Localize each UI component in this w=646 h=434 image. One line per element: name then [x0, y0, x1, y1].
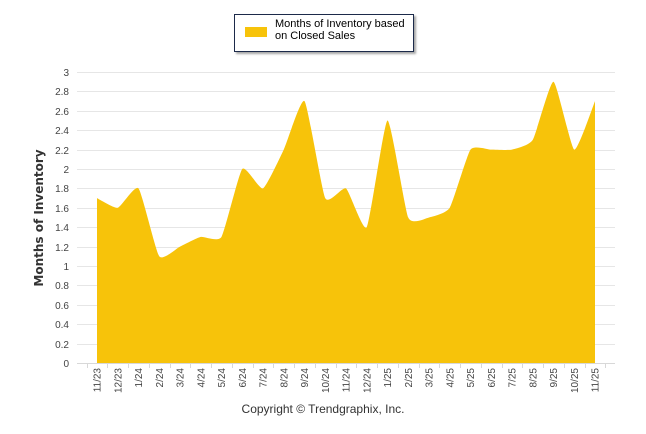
x-tick-label: 8/25 — [528, 368, 539, 388]
data-point[interactable] — [176, 243, 184, 251]
x-tick-label: 8/24 — [279, 368, 290, 388]
data-point[interactable] — [342, 184, 350, 192]
y-tick-label: 0.4 — [55, 320, 69, 331]
x-tick-label: 10/24 — [321, 368, 332, 393]
x-tick-label: 2/24 — [155, 368, 166, 388]
x-tick-label: 9/24 — [300, 368, 311, 388]
x-tick-label: 3/24 — [176, 368, 187, 388]
data-point[interactable] — [259, 184, 267, 192]
y-tick-label: 1.4 — [55, 223, 69, 234]
x-tick-label: 9/25 — [549, 368, 560, 388]
x-tick-label: 12/23 — [113, 368, 124, 393]
copyright-footer: Copyright © Trendgraphix, Inc. — [241, 402, 405, 416]
x-tick-label: 2/25 — [404, 368, 415, 388]
data-point[interactable] — [446, 204, 454, 212]
data-point[interactable] — [238, 165, 246, 173]
legend-swatch — [245, 27, 267, 37]
y-tick-label: 0 — [63, 359, 69, 370]
y-tick-label: 2.2 — [55, 146, 69, 157]
data-point[interactable] — [467, 146, 475, 154]
data-point[interactable] — [301, 97, 309, 105]
x-tick-label: 1/25 — [383, 368, 394, 388]
x-tick-label: 11/25 — [591, 368, 602, 393]
x-tick-label: 11/23 — [93, 368, 104, 393]
x-tick-label: 10/25 — [570, 368, 581, 393]
data-point[interactable] — [384, 117, 392, 125]
data-point[interactable] — [155, 252, 163, 260]
x-tick-label: 4/25 — [445, 368, 456, 388]
y-tick-label: 2.8 — [55, 87, 69, 98]
legend[interactable]: Months of Inventory based on Closed Sale… — [234, 14, 414, 52]
y-tick-label: 1.8 — [55, 184, 69, 195]
x-tick-label: 12/24 — [362, 368, 373, 393]
data-point[interactable] — [425, 214, 433, 222]
y-tick-label: 1.6 — [55, 204, 69, 215]
y-tick-label: 2.6 — [55, 107, 69, 118]
x-tick-label: 7/24 — [259, 368, 270, 388]
x-tick-label: 5/24 — [217, 368, 228, 388]
y-axis-ticks: 0 0.2 0.4 0.6 0.8 1 1.2 1.4 1.6 1.8 2 2.2 2.4 2.6 2.8 3 — [55, 68, 69, 370]
data-point[interactable] — [591, 97, 599, 105]
data-point[interactable] — [508, 146, 516, 154]
x-tick-label: 5/25 — [466, 368, 477, 388]
y-tick-label: 3 — [63, 68, 69, 79]
data-point[interactable] — [280, 146, 288, 154]
data-point[interactable] — [570, 146, 578, 154]
x-tick-label: 6/24 — [238, 368, 249, 388]
data-point[interactable] — [404, 214, 412, 222]
y-tick-label: 2 — [63, 165, 69, 176]
data-point[interactable] — [93, 194, 101, 202]
x-tick-label: 6/25 — [487, 368, 498, 388]
plot-area — [93, 78, 599, 364]
data-point[interactable] — [114, 204, 122, 212]
x-tick-label: 3/25 — [425, 368, 436, 388]
data-point[interactable] — [321, 194, 329, 202]
data-point[interactable] — [218, 233, 226, 241]
x-tick-label: 1/24 — [134, 368, 145, 388]
x-tick-label: 7/25 — [508, 368, 519, 388]
y-tick-label: 0.2 — [55, 340, 69, 351]
y-tick-label: 1.2 — [55, 243, 69, 254]
data-point[interactable] — [363, 223, 371, 231]
data-point[interactable] — [550, 78, 558, 86]
data-point[interactable] — [135, 184, 143, 192]
x-axis: 11/23 12/23 1/24 2/24 3/24 4/24 5/24 6/24 7/24 8/… — [77, 363, 615, 393]
y-tick-label: 0.6 — [55, 301, 69, 312]
y-axis-title: Months of Inventory — [32, 149, 46, 286]
y-tick-label: 0.8 — [55, 281, 69, 292]
data-point[interactable] — [487, 146, 495, 154]
x-tick-label: 11/24 — [342, 368, 353, 393]
y-tick-label: 1 — [63, 262, 69, 273]
legend-label: Months of Inventory based on Closed Sale… — [275, 18, 405, 42]
data-point[interactable] — [197, 233, 205, 241]
x-tick-label: 4/24 — [196, 368, 207, 388]
data-point[interactable] — [529, 136, 537, 144]
y-tick-label: 2.4 — [55, 126, 69, 137]
series-area — [97, 81, 595, 364]
